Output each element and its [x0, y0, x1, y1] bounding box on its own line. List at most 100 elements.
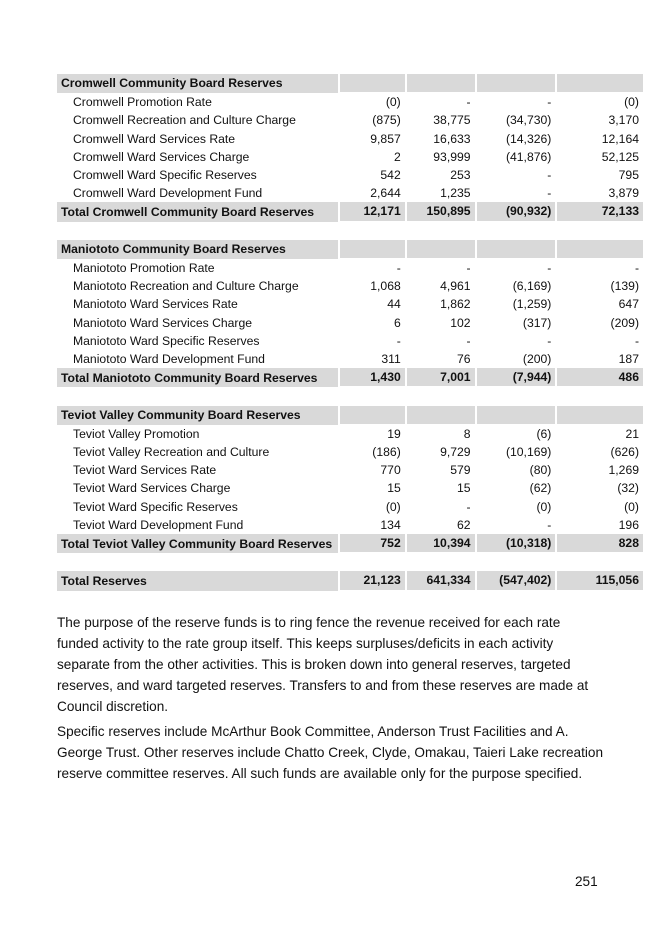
value-cell: [557, 222, 643, 240]
value-cell: -: [634, 260, 639, 275]
value-cell: [406, 239, 475, 259]
row-label: Teviot Valley Recreation and Culture: [73, 444, 270, 459]
value-cell: [407, 553, 475, 571]
value-cell: -: [547, 260, 552, 275]
value-cell: 770: [380, 463, 401, 478]
row-label: Maniototo Promotion Rate: [73, 260, 215, 275]
value-cell: 16,633: [433, 131, 471, 146]
value-cell: 150,895: [406, 202, 475, 222]
value-cell: (186): [372, 444, 401, 459]
value-cell: (14,326): [505, 131, 552, 146]
value-cell: (6,169): [512, 279, 552, 294]
paragraph-purpose: The purpose of the reserve funds is to r…: [57, 615, 589, 714]
row-label: Maniototo Ward Specific Reserves: [73, 333, 260, 348]
table-row: Maniototo Ward Services Charge 6 102 (317) (…: [57, 314, 643, 332]
value-cell: 579: [450, 463, 471, 478]
table-row: Cromwell Recreation and Culture Charge (8…: [57, 111, 643, 129]
value-cell: [476, 405, 556, 425]
value-cell: 641,334: [406, 571, 475, 591]
value-cell: [477, 553, 556, 571]
value-cell: (6): [536, 426, 552, 441]
value-cell: [476, 239, 556, 259]
value-cell: 10,394: [406, 534, 475, 554]
spacer-row: [57, 553, 643, 571]
value-cell: 752: [339, 534, 405, 554]
section-total-row: Total Teviot Valley Community Board Rese…: [57, 534, 643, 554]
value-cell: [407, 222, 475, 240]
value-cell: [339, 74, 405, 94]
value-cell: -: [466, 499, 471, 514]
value-cell: (41,876): [505, 149, 552, 164]
table-row: Cromwell Ward Development Fund 2,644 1,235…: [57, 184, 643, 202]
value-cell: -: [396, 333, 401, 348]
value-cell: 3,879: [608, 186, 640, 201]
value-cell: (626): [610, 444, 639, 459]
table-row: Maniototo Ward Development Fund 311 76 (200…: [57, 350, 643, 368]
value-cell: 93,999: [433, 149, 471, 164]
value-cell: 1,068: [370, 279, 401, 294]
reserves-table: Cromwell Community Board Reserves Cromwel…: [55, 74, 645, 591]
value-cell: 795: [618, 168, 639, 182]
value-cell: 38,775: [433, 113, 471, 128]
value-cell: 21: [625, 426, 639, 441]
value-cell: 115,056: [557, 571, 643, 591]
page-number: 251: [575, 874, 598, 889]
value-cell: 134: [380, 517, 401, 532]
value-cell: [340, 222, 405, 240]
row-label: Teviot Ward Services Rate: [73, 463, 217, 478]
value-cell: 52,125: [601, 149, 639, 164]
value-cell: 19: [387, 426, 401, 441]
section-heading-row: Cromwell Community Board Reserves: [57, 74, 643, 94]
row-label: Cromwell Ward Services Charge: [73, 149, 250, 164]
value-cell: 72,133: [557, 202, 643, 222]
value-cell: (547,402): [476, 571, 556, 591]
value-cell: [406, 405, 475, 425]
value-cell: (10,169): [505, 444, 552, 459]
value-cell: 253: [450, 168, 471, 182]
value-cell: [339, 405, 405, 425]
spacer-row: [57, 387, 643, 405]
value-cell: 6: [393, 315, 401, 330]
row-label: Cromwell Ward Development Fund: [73, 186, 263, 201]
value-cell: (0): [624, 95, 639, 110]
section-heading-row: Teviot Valley Community Board Reserves: [57, 405, 643, 425]
table-row: Maniototo Promotion Rate - - - -: [57, 259, 643, 277]
value-cell: 196: [618, 517, 639, 532]
row-label: Teviot Ward Development Fund: [73, 517, 244, 532]
table-row: Maniototo Ward Specific Reserves - - - -: [57, 332, 643, 350]
value-cell: 1,430: [339, 368, 405, 388]
value-cell: (34,730): [505, 113, 552, 128]
value-cell: 21,123: [339, 571, 405, 591]
section-heading-row: Maniototo Community Board Reserves: [57, 239, 643, 259]
value-cell: 15: [457, 481, 471, 496]
value-cell: -: [547, 186, 552, 201]
row-label: Maniototo Ward Services Rate: [73, 297, 238, 312]
value-cell: 2,644: [370, 186, 401, 201]
value-cell: 2: [393, 149, 401, 164]
value-cell: -: [466, 95, 471, 110]
value-cell: -: [547, 168, 552, 182]
value-cell: [557, 405, 643, 425]
row-label: Teviot Valley Promotion: [73, 426, 200, 441]
value-cell: 7,001: [406, 368, 475, 388]
value-cell: (0): [536, 499, 552, 514]
row-label: Total Cromwell Community Board Reserves: [57, 202, 338, 222]
row-label: Teviot Valley Community Board Reserves: [57, 405, 338, 425]
value-cell: [477, 222, 556, 240]
value-cell: (0): [385, 95, 401, 110]
table-row: Teviot Valley Recreation and Culture (186…: [57, 443, 643, 461]
value-cell: (0): [385, 499, 401, 514]
value-cell: 62: [457, 517, 471, 532]
value-cell: (62): [529, 481, 552, 496]
value-cell: -: [466, 260, 471, 275]
value-cell: 9,729: [440, 444, 471, 459]
value-cell: -: [547, 333, 552, 348]
grand-total-row: Total Reserves 21,123 641,334 (547,402) 115,…: [57, 571, 643, 591]
value-cell: (209): [610, 315, 639, 330]
value-cell: 12,164: [601, 131, 639, 146]
value-cell: (139): [610, 279, 639, 294]
table-row: Teviot Ward Development Fund 134 62 - 196: [57, 516, 643, 534]
value-cell: (80): [529, 463, 552, 478]
value-cell: [476, 74, 556, 94]
value-cell: 3,170: [608, 113, 640, 128]
